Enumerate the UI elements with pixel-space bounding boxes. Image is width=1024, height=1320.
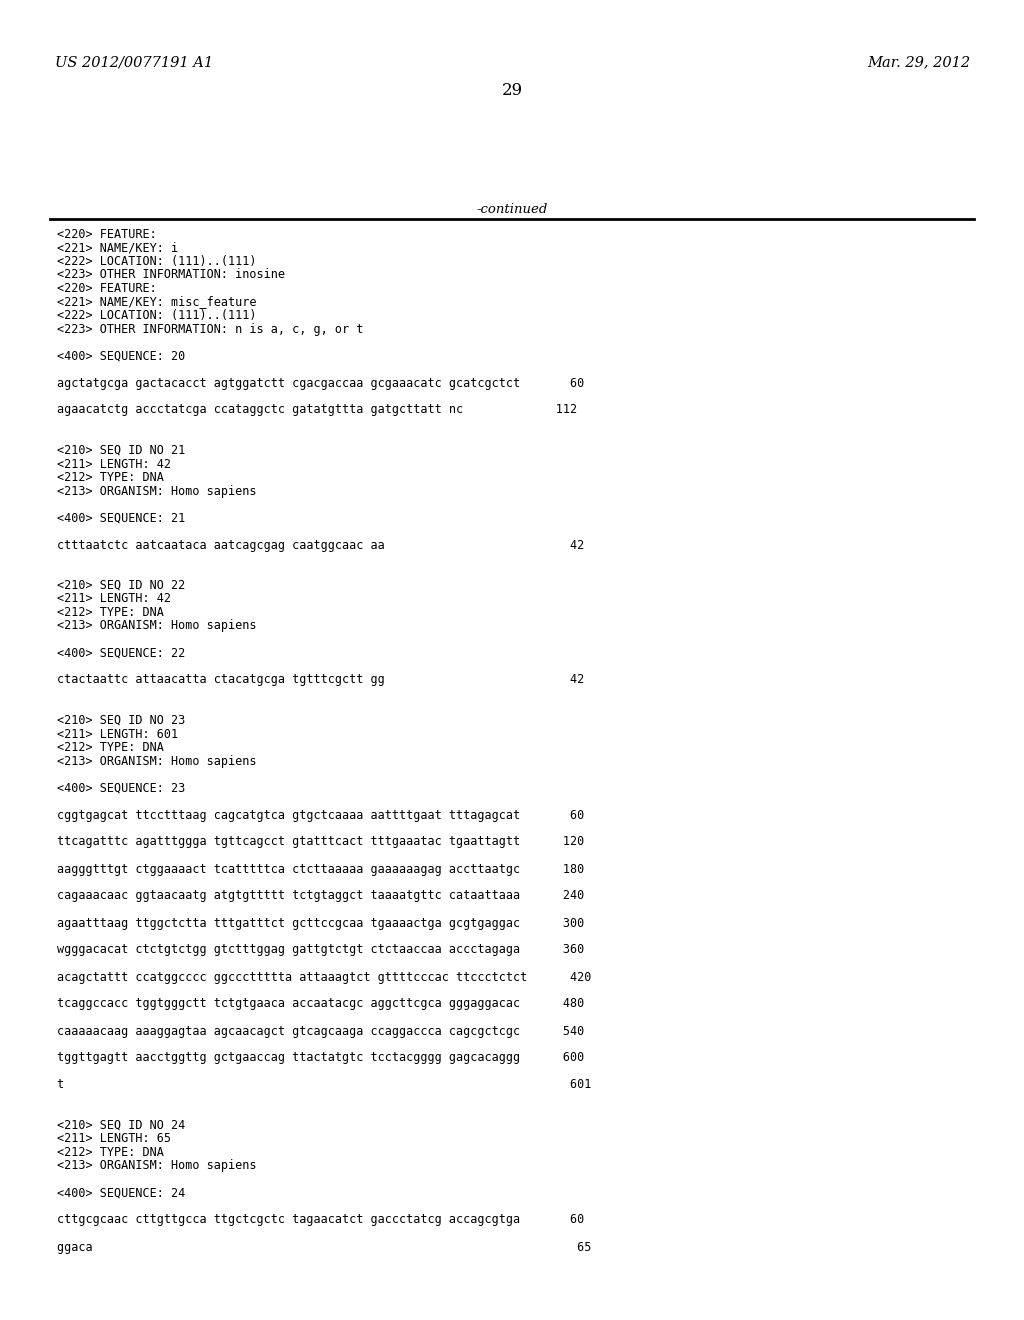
Text: <220> FEATURE:: <220> FEATURE: [57,282,157,294]
Text: <400> SEQUENCE: 24: <400> SEQUENCE: 24 [57,1187,185,1200]
Text: tcaggccacc tggtgggctt tctgtgaaca accaatacgc aggcttcgca gggaggacac      480: tcaggccacc tggtgggctt tctgtgaaca accaata… [57,998,585,1011]
Text: <211> LENGTH: 42: <211> LENGTH: 42 [57,593,171,606]
Text: ctttaatctc aatcaataca aatcagcgag caatggcaac aa                          42: ctttaatctc aatcaataca aatcagcgag caatggc… [57,539,585,552]
Text: <213> ORGANISM: Homo sapiens: <213> ORGANISM: Homo sapiens [57,484,256,498]
Text: <211> LENGTH: 601: <211> LENGTH: 601 [57,727,178,741]
Text: ttcagatttc agatttggga tgttcagcct gtatttcact tttgaaatac tgaattagtt      120: ttcagatttc agatttggga tgttcagcct gtatttc… [57,836,585,849]
Text: ctactaattc attaacatta ctacatgcga tgtttcgctt gg                          42: ctactaattc attaacatta ctacatgcga tgtttcg… [57,673,585,686]
Text: ggaca                                                                    65: ggaca 65 [57,1241,592,1254]
Text: <213> ORGANISM: Homo sapiens: <213> ORGANISM: Homo sapiens [57,1159,256,1172]
Text: <210> SEQ ID NO 24: <210> SEQ ID NO 24 [57,1119,185,1133]
Text: <212> TYPE: DNA: <212> TYPE: DNA [57,606,164,619]
Text: <222> LOCATION: (111)..(111): <222> LOCATION: (111)..(111) [57,309,256,322]
Text: <210> SEQ ID NO 23: <210> SEQ ID NO 23 [57,714,185,727]
Text: <221> NAME/KEY: misc_feature: <221> NAME/KEY: misc_feature [57,296,256,309]
Text: <400> SEQUENCE: 21: <400> SEQUENCE: 21 [57,511,185,524]
Text: <221> NAME/KEY: i: <221> NAME/KEY: i [57,242,178,255]
Text: caaaaacaag aaaggagtaa agcaacagct gtcagcaaga ccaggaccca cagcgctcgc      540: caaaaacaag aaaggagtaa agcaacagct gtcagca… [57,1024,585,1038]
Text: <211> LENGTH: 65: <211> LENGTH: 65 [57,1133,171,1146]
Text: <213> ORGANISM: Homo sapiens: <213> ORGANISM: Homo sapiens [57,755,256,767]
Text: <400> SEQUENCE: 22: <400> SEQUENCE: 22 [57,647,185,660]
Text: agctatgcga gactacacct agtggatctt cgacgaccaa gcgaaacatc gcatcgctct       60: agctatgcga gactacacct agtggatctt cgacgac… [57,376,585,389]
Text: <210> SEQ ID NO 22: <210> SEQ ID NO 22 [57,579,185,591]
Text: -continued: -continued [476,203,548,216]
Text: <212> TYPE: DNA: <212> TYPE: DNA [57,741,164,754]
Text: <213> ORGANISM: Homo sapiens: <213> ORGANISM: Homo sapiens [57,619,256,632]
Text: <223> OTHER INFORMATION: inosine: <223> OTHER INFORMATION: inosine [57,268,285,281]
Text: agaacatctg accctatcga ccataggctc gatatgttta gatgcttatt nc             112: agaacatctg accctatcga ccataggctc gatatgt… [57,404,578,417]
Text: US 2012/0077191 A1: US 2012/0077191 A1 [55,55,213,69]
Text: t                                                                       601: t 601 [57,1078,592,1092]
Text: cagaaacaac ggtaacaatg atgtgttttt tctgtaggct taaaatgttc cataattaaa      240: cagaaacaac ggtaacaatg atgtgttttt tctgtag… [57,890,585,903]
Text: <212> TYPE: DNA: <212> TYPE: DNA [57,1146,164,1159]
Text: aagggtttgt ctggaaaact tcatttttca ctcttaaaaa gaaaaaagag accttaatgc      180: aagggtttgt ctggaaaact tcatttttca ctcttaa… [57,862,585,875]
Text: <222> LOCATION: (111)..(111): <222> LOCATION: (111)..(111) [57,255,256,268]
Text: cttgcgcaac cttgttgcca ttgctcgctc tagaacatct gaccctatcg accagcgtga       60: cttgcgcaac cttgttgcca ttgctcgctc tagaaca… [57,1213,585,1226]
Text: <212> TYPE: DNA: <212> TYPE: DNA [57,471,164,484]
Text: <210> SEQ ID NO 21: <210> SEQ ID NO 21 [57,444,185,457]
Text: <220> FEATURE:: <220> FEATURE: [57,228,157,242]
Text: tggttgagtt aacctggttg gctgaaccag ttactatgtc tcctacgggg gagcacaggg      600: tggttgagtt aacctggttg gctgaaccag ttactat… [57,1052,585,1064]
Text: <400> SEQUENCE: 23: <400> SEQUENCE: 23 [57,781,185,795]
Text: wgggacacat ctctgtctgg gtctttggag gattgtctgt ctctaaccaa accctagaga      360: wgggacacat ctctgtctgg gtctttggag gattgtc… [57,944,585,957]
Text: <211> LENGTH: 42: <211> LENGTH: 42 [57,458,171,470]
Text: <400> SEQUENCE: 20: <400> SEQUENCE: 20 [57,350,185,363]
Text: agaatttaag ttggctctta tttgatttct gcttccgcaa tgaaaactga gcgtgaggac      300: agaatttaag ttggctctta tttgatttct gcttccg… [57,916,585,929]
Text: Mar. 29, 2012: Mar. 29, 2012 [867,55,970,69]
Text: 29: 29 [502,82,522,99]
Text: <223> OTHER INFORMATION: n is a, c, g, or t: <223> OTHER INFORMATION: n is a, c, g, o… [57,322,364,335]
Text: cggtgagcat ttcctttaag cagcatgtca gtgctcaaaa aattttgaat tttagagcat       60: cggtgagcat ttcctttaag cagcatgtca gtgctca… [57,808,585,821]
Text: acagctattt ccatggcccc ggcccttttta attaaagtct gttttcccac ttccctctct      420: acagctattt ccatggcccc ggcccttttta attaaa… [57,970,592,983]
